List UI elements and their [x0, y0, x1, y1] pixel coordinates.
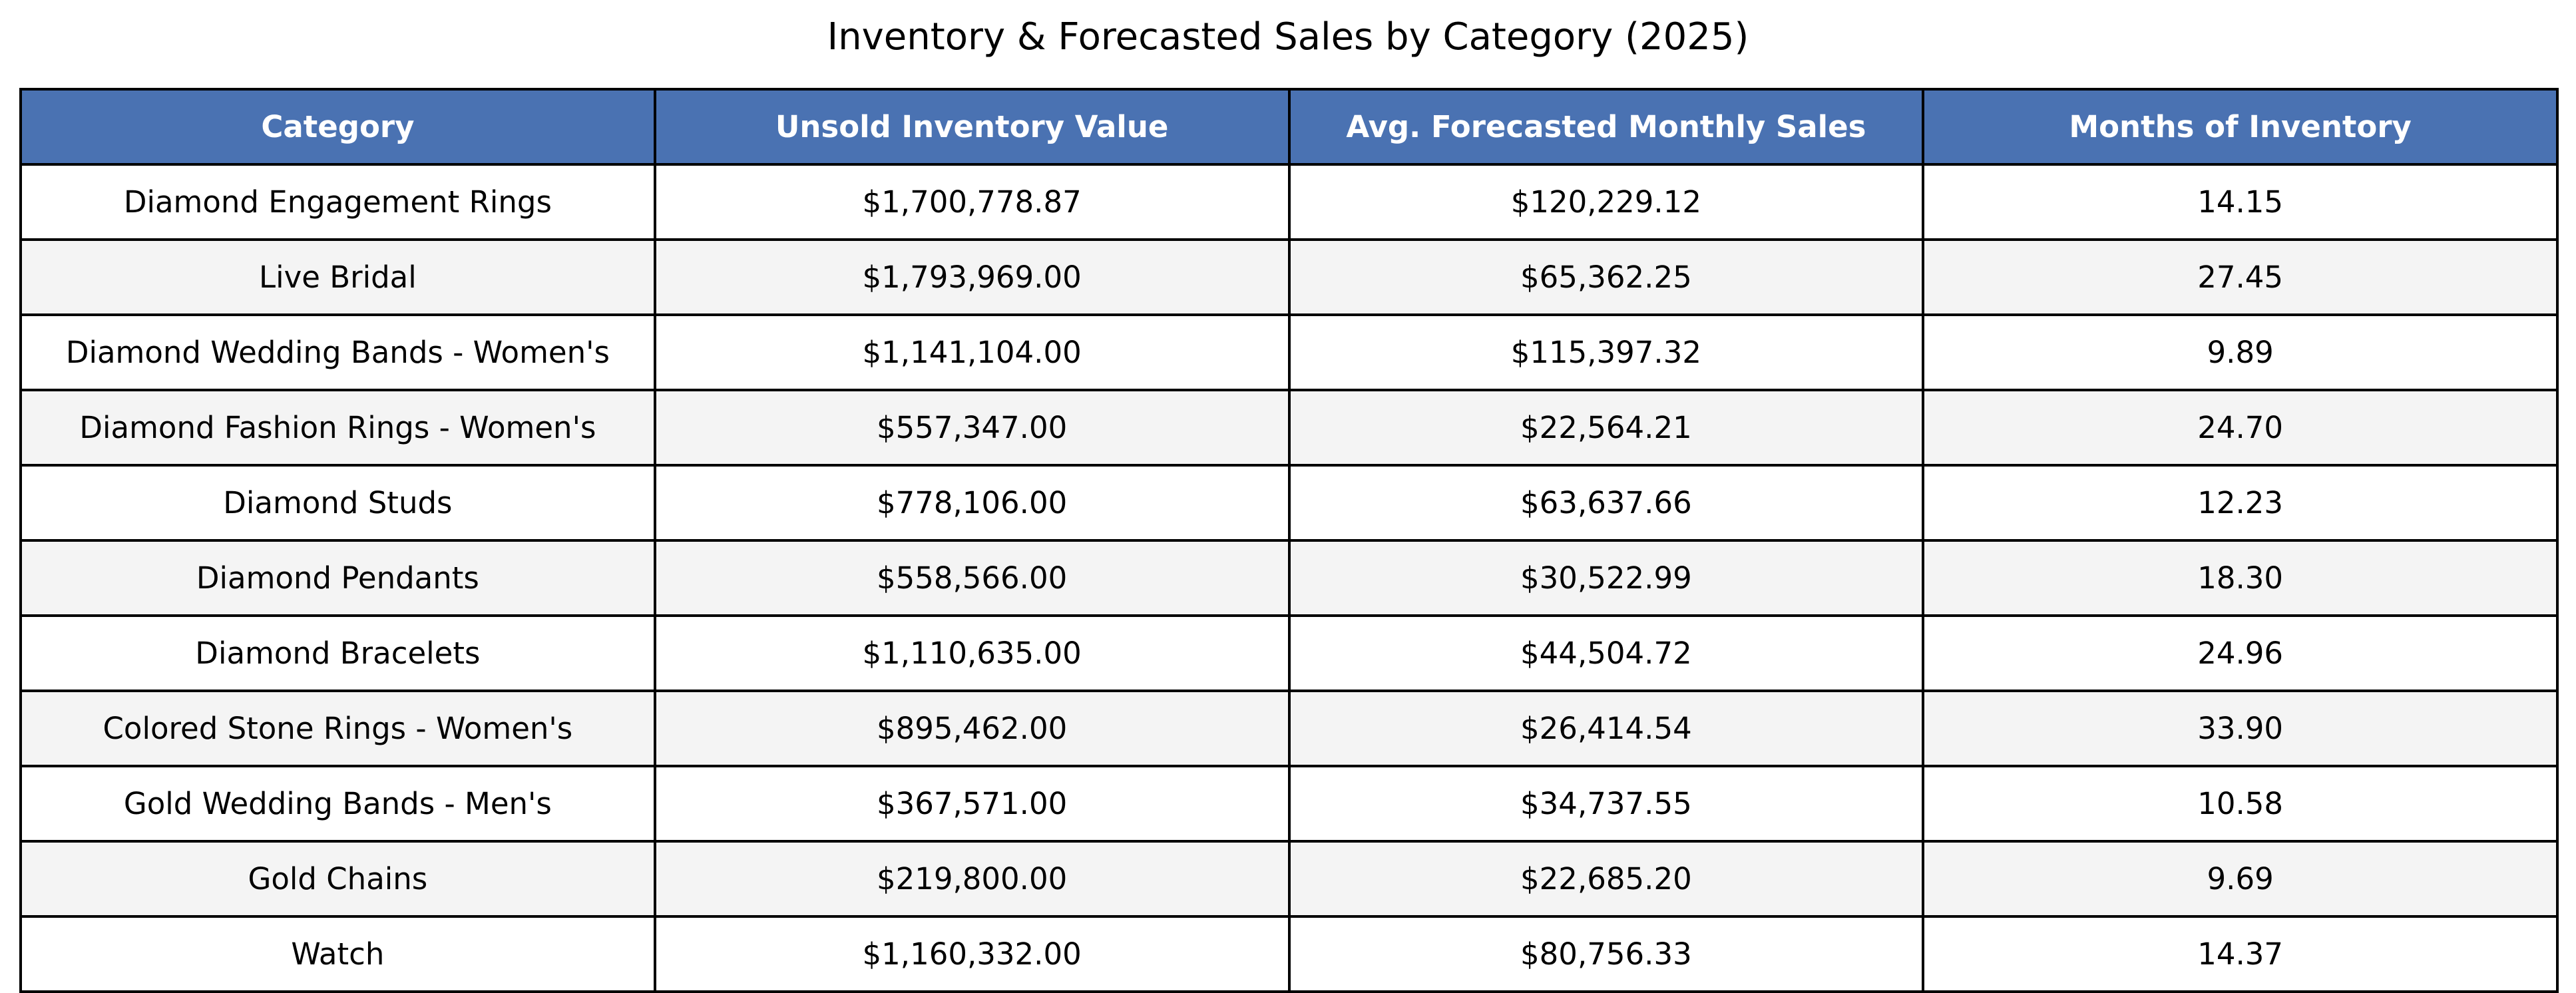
category-cell: Diamond Fashion Rings - Women's	[19, 389, 656, 467]
months-of-inventory-cell: 14.15	[1922, 163, 2559, 241]
header-cell-months-of-inventory: Months of Inventory	[1922, 88, 2559, 166]
unsold-inventory-value-cell: $558,566.00	[653, 539, 1291, 617]
header-row: Category Unsold Inventory Value Avg. For…	[19, 88, 2559, 166]
months-of-inventory-cell: 9.69	[1922, 840, 2559, 918]
months-of-inventory-cell: 33.90	[1922, 690, 2559, 767]
category-cell: Gold Wedding Bands - Men's	[19, 765, 656, 843]
unsold-inventory-value-cell: $895,462.00	[653, 690, 1291, 767]
months-of-inventory-cell: 9.89	[1922, 313, 2559, 391]
unsold-inventory-value-cell: $778,106.00	[653, 464, 1291, 542]
unsold-inventory-value-cell: $367,571.00	[653, 765, 1291, 843]
header-cell-category: Category	[19, 88, 656, 166]
avg-forecasted-monthly-sales-cell: $22,685.20	[1287, 840, 1925, 918]
category-cell: Watch	[19, 915, 656, 993]
avg-forecasted-monthly-sales-cell: $63,637.66	[1287, 464, 1925, 542]
avg-forecasted-monthly-sales-cell: $30,522.99	[1287, 539, 1925, 617]
unsold-inventory-value-cell: $1,700,778.87	[653, 163, 1291, 241]
category-cell: Live Bridal	[19, 238, 656, 316]
table-row: Diamond Bracelets $1,110,635.00 $44,504.72…	[19, 614, 2559, 692]
table-row: Diamond Wedding Bands - Women's $1,141,10…	[19, 313, 2559, 391]
avg-forecasted-monthly-sales-cell: $22,564.21	[1287, 389, 1925, 467]
table-row: Gold Chains $219,800.00 $22,685.20 9.69	[19, 840, 2559, 918]
table-row: Diamond Engagement Rings $1,700,778.87 $12…	[19, 163, 2559, 241]
months-of-inventory-cell: 10.58	[1922, 765, 2559, 843]
avg-forecasted-monthly-sales-cell: $44,504.72	[1287, 614, 1925, 692]
category-cell: Colored Stone Rings - Women's	[19, 690, 656, 767]
unsold-inventory-value-cell: $1,141,104.00	[653, 313, 1291, 391]
avg-forecasted-monthly-sales-cell: $34,737.55	[1287, 765, 1925, 843]
table-body: Diamond Engagement Rings $1,700,778.87 $12…	[19, 163, 2559, 993]
months-of-inventory-cell: 24.70	[1922, 389, 2559, 467]
header-cell-avg-forecasted-monthly-sales: Avg. Forecasted Monthly Sales	[1287, 88, 1925, 166]
category-cell: Diamond Wedding Bands - Women's	[19, 313, 656, 391]
avg-forecasted-monthly-sales-cell: $120,229.12	[1287, 163, 1925, 241]
months-of-inventory-cell: 27.45	[1922, 238, 2559, 316]
months-of-inventory-cell: 18.30	[1922, 539, 2559, 617]
chart-title: Inventory & Forecasted Sales by Category…	[827, 15, 1749, 59]
table-row: Diamond Fashion Rings - Women's $557,347.…	[19, 389, 2559, 467]
months-of-inventory-cell: 12.23	[1922, 464, 2559, 542]
category-cell: Diamond Engagement Rings	[19, 163, 656, 241]
category-cell: Diamond Studs	[19, 464, 656, 542]
unsold-inventory-value-cell: $1,793,969.00	[653, 238, 1291, 316]
table-row: Watch $1,160,332.00 $80,756.33 14.37	[19, 915, 2559, 993]
unsold-inventory-value-cell: $557,347.00	[653, 389, 1291, 467]
months-of-inventory-cell: 14.37	[1922, 915, 2559, 993]
inventory-table: Category Unsold Inventory Value Avg. For…	[19, 88, 2559, 993]
header-cell-unsold-inventory-value: Unsold Inventory Value	[653, 88, 1291, 166]
avg-forecasted-monthly-sales-cell: $80,756.33	[1287, 915, 1925, 993]
table-row: Gold Wedding Bands - Men's $367,571.00 $34…	[19, 765, 2559, 843]
avg-forecasted-monthly-sales-cell: $26,414.54	[1287, 690, 1925, 767]
avg-forecasted-monthly-sales-cell: $115,397.32	[1287, 313, 1925, 391]
avg-forecasted-monthly-sales-cell: $65,362.25	[1287, 238, 1925, 316]
table-row: Live Bridal $1,793,969.00 $65,362.25 27.45	[19, 238, 2559, 316]
category-cell: Gold Chains	[19, 840, 656, 918]
table-row: Colored Stone Rings - Women's $895,462.00…	[19, 690, 2559, 767]
table-row: Diamond Studs $778,106.00 $63,637.66 12.23	[19, 464, 2559, 542]
months-of-inventory-cell: 24.96	[1922, 614, 2559, 692]
table-row: Diamond Pendants $558,566.00 $30,522.99 18.…	[19, 539, 2559, 617]
unsold-inventory-value-cell: $1,110,635.00	[653, 614, 1291, 692]
category-cell: Diamond Bracelets	[19, 614, 656, 692]
unsold-inventory-value-cell: $219,800.00	[653, 840, 1291, 918]
category-cell: Diamond Pendants	[19, 539, 656, 617]
unsold-inventory-value-cell: $1,160,332.00	[653, 915, 1291, 993]
